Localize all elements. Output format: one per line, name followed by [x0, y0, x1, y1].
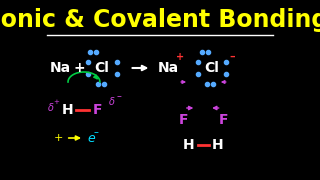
Text: F: F: [219, 113, 228, 127]
Text: –: –: [116, 91, 121, 101]
Text: H: H: [212, 138, 224, 152]
Text: Na: Na: [158, 61, 179, 75]
Text: H: H: [183, 138, 195, 152]
Text: δ: δ: [48, 103, 54, 113]
Text: Ionic & Covalent Bonding: Ionic & Covalent Bonding: [0, 8, 320, 32]
Text: Na: Na: [50, 61, 71, 75]
Text: +: +: [54, 133, 63, 143]
Text: H: H: [61, 103, 73, 117]
Text: Cl: Cl: [95, 61, 109, 75]
Text: +: +: [176, 52, 184, 62]
Text: F: F: [179, 113, 189, 127]
Text: –: –: [230, 52, 235, 62]
Text: +: +: [73, 61, 85, 75]
Text: –: –: [94, 127, 99, 137]
Text: δ: δ: [109, 97, 115, 107]
Text: +: +: [53, 99, 60, 105]
Text: Cl: Cl: [205, 61, 220, 75]
Text: e: e: [87, 132, 95, 145]
Text: F: F: [93, 103, 102, 117]
